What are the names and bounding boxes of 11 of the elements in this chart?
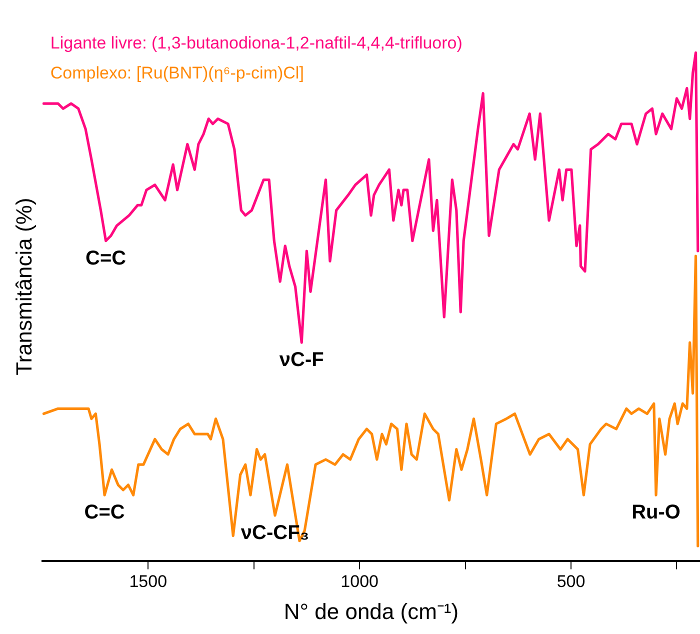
x-tick-label: 1000: [340, 572, 378, 592]
x-tick-label: 1500: [129, 572, 168, 592]
y-axis-title: Transmitância (%): [11, 198, 36, 376]
x-tick-label: 500: [556, 572, 586, 592]
text: Ligante livre: (1,3-butanodiona-1,2-naftil-4,4,4-trifluoro): [50, 34, 462, 53]
x-axis-title: N° de onda (cm⁻¹): [284, 598, 459, 624]
annotation: C=C: [86, 247, 126, 270]
text: Complexo: [Ru(BNT)(η⁶-p-cim)Cl]: [50, 64, 304, 83]
annotation: C=C: [84, 502, 125, 524]
annotation: νC-F: [279, 349, 324, 372]
annotation: Ru-O: [632, 502, 680, 524]
